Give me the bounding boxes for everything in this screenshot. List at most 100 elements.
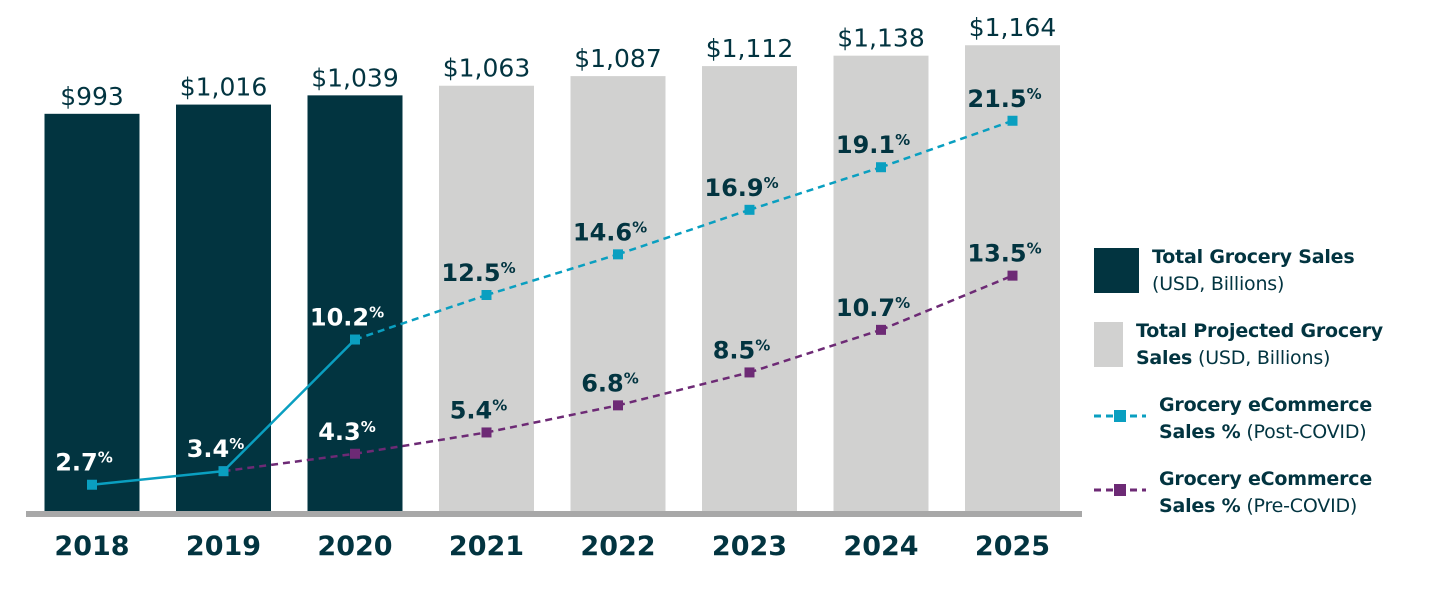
percent-label: 16.9%	[704, 174, 778, 202]
line-marker-2021	[481, 290, 492, 300]
legend-label-normal: (USD, Billions)	[1152, 273, 1285, 295]
bar-value-label: $1,016	[180, 73, 267, 102]
percent-value: 10.7	[836, 294, 895, 322]
percent-symbol: %	[895, 294, 910, 312]
line-segment	[223, 452, 356, 473]
legend-label-bold: Total Grocery Sales	[1152, 246, 1355, 268]
legend-item-projected-sales: Total Projected Grocery Sales (USD, Bill…	[1094, 318, 1424, 372]
percent-symbol: %	[624, 369, 639, 387]
x-tick-label: 2020	[317, 531, 392, 562]
percent-value: 19.1	[836, 131, 895, 159]
percent-symbol: %	[895, 131, 910, 149]
line-marker-2020	[350, 334, 360, 345]
percent-symbol: %	[1027, 85, 1042, 103]
line-marker-2023	[744, 204, 755, 215]
legend-label-normal: (Post-COVID)	[1246, 421, 1367, 443]
line-marker-2024	[876, 324, 886, 335]
percent-symbol: %	[369, 304, 384, 322]
x-tick-label: 2018	[54, 531, 129, 562]
line-segment	[354, 431, 487, 455]
percent-label: 10.2%	[310, 304, 384, 332]
bar-value-label: $1,112	[706, 34, 793, 63]
x-tick-label: 2023	[712, 531, 787, 562]
legend-label-bold: Total Projected Grocery Sales	[1135, 320, 1383, 369]
legend-swatch-dark	[1094, 248, 1139, 293]
percent-label: 2.7%	[55, 449, 113, 477]
percent-value: 6.8	[581, 369, 624, 397]
bar-2022	[570, 76, 666, 512]
line-marker-2018	[87, 479, 97, 490]
line-marker-2024	[876, 162, 886, 173]
bar-2019	[176, 104, 271, 513]
bar-value-label: $1,039	[311, 63, 398, 92]
legend-item-total-grocery-sales: Total Grocery Sales (USD, Billions)	[1094, 244, 1355, 298]
percent-symbol: %	[632, 218, 647, 236]
percent-value: 16.9	[704, 174, 763, 202]
bar-value-label: $1,063	[443, 54, 530, 83]
percent-symbol: %	[755, 336, 770, 354]
percent-value: 14.6	[573, 218, 632, 246]
percent-label: 10.7%	[836, 294, 910, 322]
legend-label-normal: (USD, Billions)	[1198, 347, 1331, 369]
bar-2023	[702, 66, 797, 512]
line-segment	[617, 371, 750, 407]
line-segment	[486, 253, 619, 297]
bar-value-label: $993	[60, 82, 124, 111]
percent-label: 13.5%	[967, 240, 1041, 268]
percent-label: 5.4%	[450, 396, 508, 424]
percent-symbol: %	[1027, 240, 1042, 258]
percent-symbol: %	[229, 435, 244, 453]
legend-swatch-gray	[1094, 322, 1123, 367]
legend-line-pre-covid-icon	[1094, 478, 1146, 518]
line-marker-2021	[481, 427, 492, 438]
line-marker-2022	[613, 400, 623, 411]
percent-label: 12.5%	[441, 259, 515, 287]
line-marker-2025	[1007, 270, 1018, 281]
x-axis-line	[26, 511, 1082, 517]
percent-label: 14.6%	[573, 218, 647, 246]
percent-symbol: %	[764, 174, 779, 192]
percent-value: 10.2	[310, 304, 369, 332]
line-marker-2020	[350, 448, 360, 459]
bar-2024	[833, 55, 929, 513]
percent-value: 3.4	[187, 435, 230, 463]
percent-value: 4.3	[318, 418, 361, 446]
percent-value: 13.5	[967, 240, 1026, 268]
legend-label-bold: Grocery eCommerce Sales %	[1159, 394, 1373, 443]
legend-line-post-covid-icon	[1094, 404, 1146, 444]
legend-item-pre-covid: Grocery eCommerce Sales % (Pre-COVID)	[1094, 466, 1419, 520]
bar-value-label: $1,164	[969, 13, 1056, 42]
bar-2020	[307, 95, 403, 513]
percent-label: 21.5%	[967, 85, 1041, 113]
x-tick-label: 2019	[186, 531, 261, 562]
percent-value: 8.5	[713, 336, 756, 364]
percent-symbol: %	[98, 449, 113, 467]
bar-value-label: $1,138	[837, 24, 924, 53]
percent-symbol: %	[501, 259, 516, 277]
legend-item-post-covid: Grocery eCommerce Sales % (Post-COVID)	[1094, 392, 1419, 446]
legend-label-bold: Grocery eCommerce Sales %	[1159, 468, 1373, 517]
line-marker-2022	[613, 249, 623, 260]
line-segment	[222, 338, 356, 473]
percent-value: 5.4	[450, 396, 493, 424]
line-marker-2019	[218, 466, 229, 477]
x-tick-label: 2025	[975, 531, 1050, 562]
line-segment	[486, 404, 619, 434]
bar-2018	[44, 113, 140, 512]
legend-label-normal: (Pre-COVID)	[1246, 495, 1358, 517]
line-marker-2025	[1007, 115, 1018, 126]
percent-value: 12.5	[441, 259, 500, 287]
percent-symbol: %	[492, 396, 507, 414]
x-tick-label: 2021	[449, 531, 524, 562]
percent-label: 3.4%	[187, 435, 245, 463]
percent-label: 6.8%	[581, 369, 639, 397]
percent-label: 19.1%	[836, 131, 910, 159]
percent-label: 8.5%	[713, 336, 771, 364]
percent-value: 21.5	[967, 85, 1026, 113]
line-marker-2023	[744, 367, 755, 378]
x-tick-label: 2024	[843, 531, 918, 562]
percent-value: 2.7	[55, 449, 98, 477]
percent-label: 4.3%	[318, 418, 376, 446]
bar-value-label: $1,087	[574, 44, 661, 73]
